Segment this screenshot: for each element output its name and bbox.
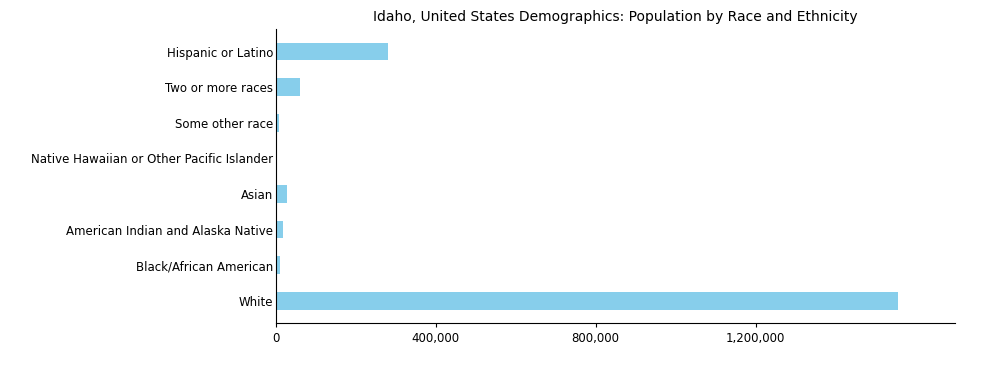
Bar xyxy=(276,43,388,61)
Bar xyxy=(276,221,283,239)
Bar xyxy=(276,185,287,203)
Bar xyxy=(276,256,280,274)
Bar xyxy=(276,114,279,132)
Bar xyxy=(276,292,898,310)
Title: Idaho, United States Demographics: Population by Race and Ethnicity: Idaho, United States Demographics: Popul… xyxy=(373,10,858,24)
Bar xyxy=(276,149,277,167)
Bar xyxy=(276,78,299,96)
